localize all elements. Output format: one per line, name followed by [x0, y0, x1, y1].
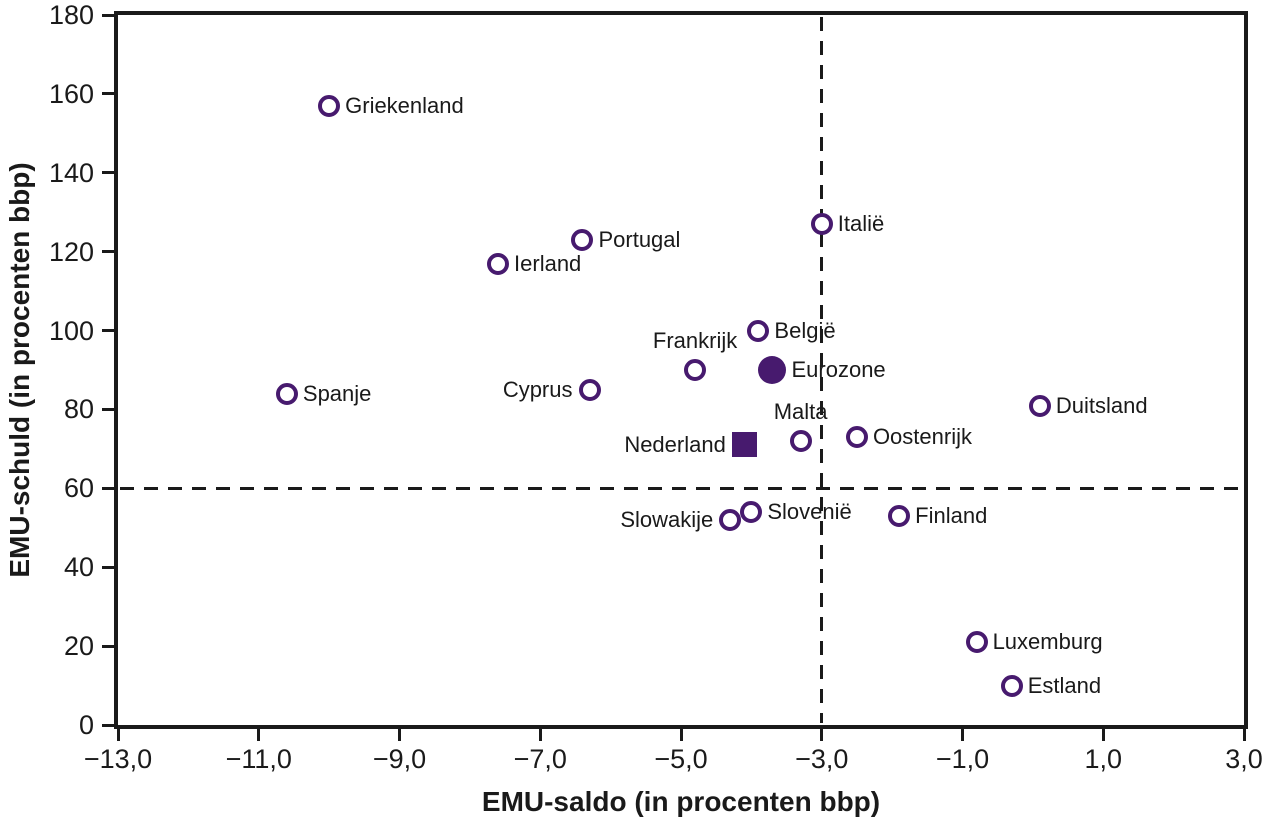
y-tick-label: 0: [78, 710, 94, 740]
x-tick: [1101, 729, 1105, 741]
point-eurozone-label: Eurozone: [791, 357, 886, 382]
x-tick: [538, 729, 542, 741]
point-estland-label: Estland: [1027, 672, 1102, 698]
point-luxemburg-label: Luxemburg: [992, 629, 1103, 655]
x-tick-label: 1,0: [1084, 744, 1123, 774]
point-nederland-marker: [731, 432, 757, 458]
y-tick: [102, 723, 114, 727]
x-tick: [1242, 729, 1246, 741]
point-slowakije-label: Slowakije: [620, 506, 714, 532]
x-tick: [257, 729, 261, 741]
point-frankrijk-label: Frankrijk: [652, 328, 738, 353]
y-tick: [102, 329, 114, 333]
point-estland-marker: [1000, 674, 1023, 697]
point-malta-label: Malta: [773, 399, 828, 424]
y-tick-label: 140: [48, 157, 94, 188]
y-tick-label: 60: [63, 473, 94, 504]
point-finland-marker: [888, 504, 911, 527]
point-frankrijk-marker: [684, 359, 707, 381]
y-tick-label: 180: [48, 0, 94, 30]
y-tick: [102, 407, 114, 411]
point-slowakije-marker: [719, 508, 742, 531]
y-tick-label: 100: [48, 315, 94, 346]
point-oostenrijk-label: Oostenrijk: [872, 424, 972, 450]
point-portugal-label: Portugal: [598, 226, 681, 252]
y-axis-title: EMU-schuld (in procenten bbp): [4, 162, 35, 578]
point-nederland-label: Nederland: [624, 431, 726, 457]
point-oostenrijk-marker: [845, 426, 868, 449]
point-ierland-marker: [487, 252, 510, 275]
x-tick-label: −3,0: [795, 744, 849, 774]
y-tick: [102, 486, 114, 490]
point-spanje-marker: [275, 382, 298, 405]
y-tick: [102, 13, 114, 17]
point-portugal-marker: [571, 228, 594, 251]
point-belgie-label: België: [774, 317, 836, 343]
point-griekenland-label: Griekenland: [345, 92, 464, 118]
y-tick: [102, 250, 114, 254]
y-tick: [102, 644, 114, 648]
x-axis-title: EMU-saldo (in procenten bbp): [481, 786, 881, 817]
x-tick: [679, 729, 683, 741]
x-tick: [820, 729, 824, 741]
point-eurozone-marker: [758, 356, 787, 384]
x-tick-label: −9,0: [372, 744, 427, 774]
point-slovenie-marker: [740, 501, 763, 523]
point-malta-marker: [789, 430, 812, 452]
y-tick-label: 120: [48, 236, 94, 267]
point-ierland-label: Ierland: [514, 250, 582, 276]
x-tick: [961, 729, 964, 741]
x-tick-label: −11,0: [225, 744, 292, 774]
point-griekenland-marker: [318, 94, 341, 117]
x-tick-label: −5,0: [654, 744, 708, 774]
y-tick: [102, 171, 114, 175]
point-italie-label: Italië: [837, 211, 885, 237]
point-luxemburg-marker: [965, 631, 988, 654]
x-tick-label: −7,0: [513, 744, 567, 774]
y-tick-label: 80: [63, 394, 94, 425]
y-tick-label: 40: [63, 552, 94, 583]
point-belgie-marker: [747, 319, 770, 342]
y-tick: [102, 92, 114, 96]
x-tick: [116, 729, 120, 741]
reference-line-horizontal: [120, 486, 1242, 490]
point-spanje-label: Spanje: [302, 380, 372, 406]
x-tick-label: −13,0: [83, 744, 153, 774]
point-duitsland-label: Duitsland: [1055, 392, 1148, 418]
x-tick-label: 3,0: [1225, 744, 1263, 774]
plot-area: [114, 11, 1248, 729]
point-finland-label: Finland: [915, 502, 988, 528]
point-cyprus-label: Cyprus: [502, 376, 573, 402]
point-slovenie-label: Slovenië: [767, 499, 852, 524]
point-italie-marker: [810, 213, 833, 236]
y-tick: [102, 565, 114, 569]
point-cyprus-marker: [578, 378, 601, 401]
y-tick-label: 160: [48, 78, 94, 109]
reference-line-vertical: [820, 17, 824, 723]
point-duitsland-marker: [1028, 394, 1051, 417]
y-tick-label: 20: [63, 631, 94, 662]
x-tick-label: −1,0: [935, 744, 990, 774]
x-tick: [398, 729, 401, 741]
